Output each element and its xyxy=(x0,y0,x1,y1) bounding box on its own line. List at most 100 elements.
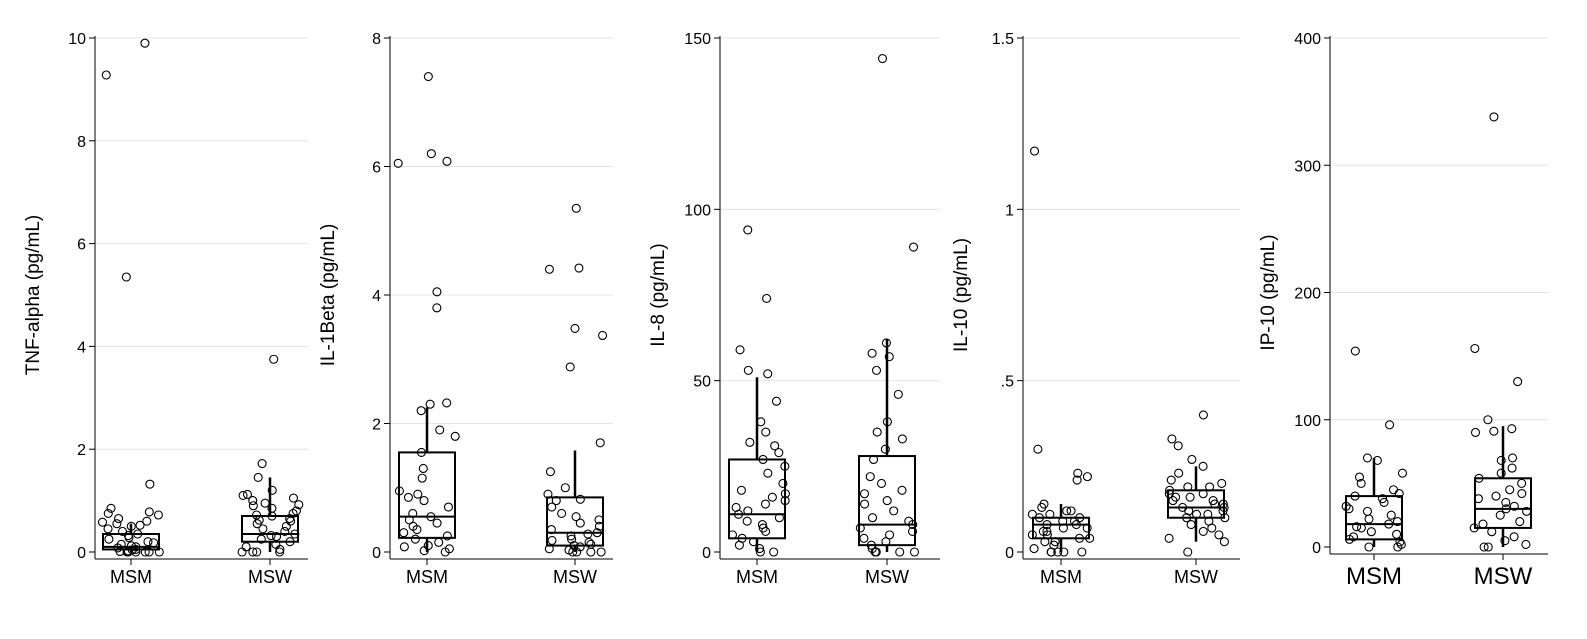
data-point xyxy=(745,437,755,447)
data-point xyxy=(1474,473,1484,483)
data-point xyxy=(104,534,114,544)
data-point xyxy=(442,531,452,541)
data-point xyxy=(908,242,919,252)
data-point xyxy=(763,369,773,379)
data-point xyxy=(124,533,134,543)
data-point xyxy=(1379,497,1389,508)
data-point xyxy=(241,542,251,552)
data-point xyxy=(568,547,578,557)
data-point xyxy=(872,427,882,437)
data-point xyxy=(149,538,159,548)
data-point xyxy=(1072,475,1082,485)
data-point xyxy=(145,479,155,489)
data-point xyxy=(761,427,771,437)
y-tick-label: 200 xyxy=(1294,286,1321,303)
data-point xyxy=(432,303,442,313)
data-point xyxy=(1479,542,1489,552)
data-point xyxy=(880,444,890,454)
data-point xyxy=(112,519,122,529)
data-point xyxy=(1040,537,1050,547)
data-point xyxy=(594,521,604,531)
data-point xyxy=(1053,547,1063,557)
data-point xyxy=(253,472,263,483)
data-point xyxy=(248,501,258,511)
y-tick-label: 400 xyxy=(1294,31,1321,48)
data-point xyxy=(885,530,895,540)
y-axis-title: IL-10 (pg/mL) xyxy=(951,238,972,352)
data-point xyxy=(1393,542,1403,552)
data-point xyxy=(860,499,870,509)
data-point xyxy=(1501,504,1511,514)
y-tick-label: 0 xyxy=(702,545,711,562)
data-point xyxy=(1395,537,1405,547)
data-point xyxy=(238,490,248,501)
data-point xyxy=(596,547,606,557)
data-point xyxy=(1033,444,1043,454)
data-point xyxy=(426,512,436,522)
data-point xyxy=(762,293,772,303)
data-point xyxy=(1385,420,1395,430)
data-point xyxy=(144,547,154,557)
data-point xyxy=(426,149,436,159)
data-point xyxy=(434,537,444,547)
data-point xyxy=(442,398,452,408)
data-point xyxy=(583,529,593,539)
data-point xyxy=(1388,485,1399,495)
data-point xyxy=(1354,472,1365,482)
data-point xyxy=(1165,485,1175,495)
data-point xyxy=(570,323,580,333)
data-point xyxy=(780,496,790,506)
data-point xyxy=(258,524,268,534)
data-point xyxy=(140,547,150,557)
data-point xyxy=(1392,516,1403,527)
data-point xyxy=(1483,415,1493,425)
data-point xyxy=(1166,475,1176,485)
y-tick-label: .5 xyxy=(1001,374,1014,391)
data-point xyxy=(1364,542,1374,552)
data-point xyxy=(142,516,152,526)
data-point xyxy=(1183,547,1193,557)
data-point xyxy=(1522,506,1532,516)
data-point xyxy=(393,158,403,168)
data-point xyxy=(1489,112,1499,122)
data-point xyxy=(416,447,426,457)
data-point xyxy=(557,508,567,519)
y-axis-title: IL-1Beta (pg/mL) xyxy=(318,224,339,367)
data-point xyxy=(767,492,777,502)
data-point xyxy=(1182,513,1192,523)
data-point xyxy=(1350,346,1360,356)
data-point xyxy=(425,399,435,409)
data-point xyxy=(760,499,771,509)
data-point xyxy=(121,272,131,282)
data-point xyxy=(1203,509,1213,519)
data-point xyxy=(106,503,116,513)
data-point xyxy=(1478,519,1488,529)
data-point xyxy=(140,38,150,48)
data-point xyxy=(1029,146,1040,156)
data-point xyxy=(1218,499,1228,509)
data-point xyxy=(1184,506,1194,516)
data-point xyxy=(566,531,576,541)
box-iqr xyxy=(728,458,786,540)
data-point xyxy=(865,472,875,482)
data-point xyxy=(543,489,553,499)
data-point xyxy=(1372,455,1382,466)
data-point xyxy=(572,547,582,557)
data-point xyxy=(1362,506,1372,516)
data-point xyxy=(1507,424,1517,434)
data-point xyxy=(399,542,409,552)
data-point xyxy=(1470,427,1481,438)
data-point xyxy=(571,203,581,213)
data-point xyxy=(1027,530,1037,540)
data-point xyxy=(871,547,881,557)
data-point xyxy=(547,502,557,512)
data-point xyxy=(1483,542,1493,552)
data-point xyxy=(871,365,882,375)
data-point xyxy=(867,348,877,358)
x-category-label: MSM xyxy=(736,567,778,587)
data-point xyxy=(734,540,744,550)
data-point xyxy=(571,512,581,522)
data-point xyxy=(1185,492,1195,502)
data-point xyxy=(252,547,262,557)
data-point xyxy=(285,537,295,547)
